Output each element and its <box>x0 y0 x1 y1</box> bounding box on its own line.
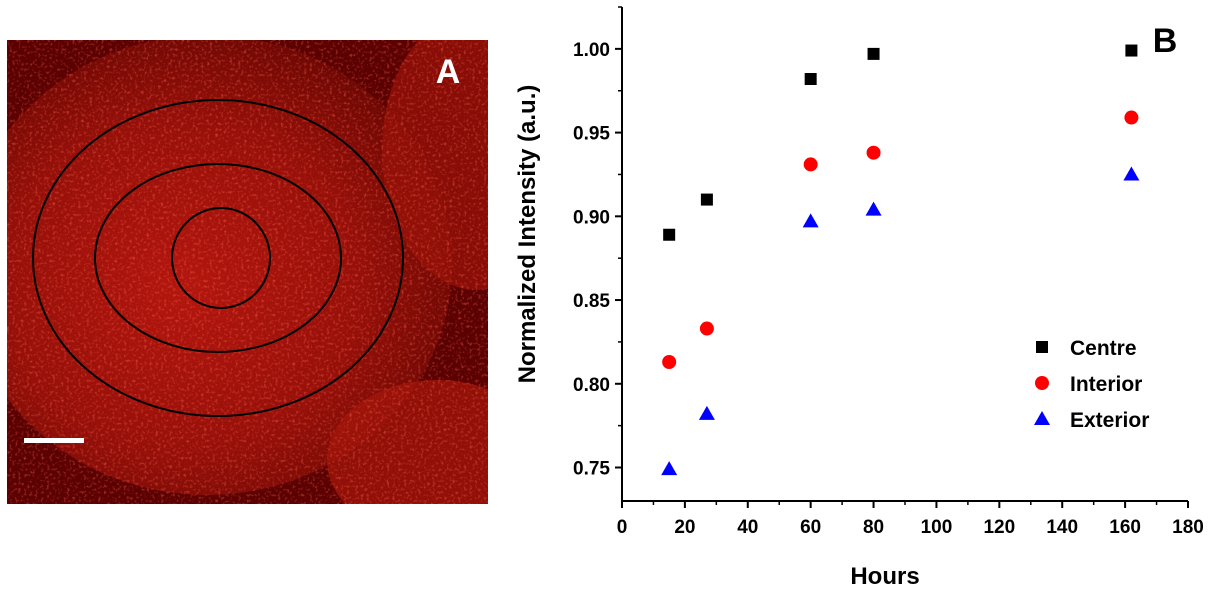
chart-axes: 0 20 40 60 80 100 120 140 160 180 0.75 0.80 0.85 0.90… <box>514 6 1204 590</box>
interior-point <box>866 145 881 160</box>
scatter-chart: 0 20 40 60 80 100 120 140 160 180 0.75 0.80 0.85 0.90… <box>514 6 1204 590</box>
exterior-point <box>661 461 678 476</box>
exterior-point <box>1123 166 1140 181</box>
x-tick-label: 120 <box>983 517 1015 538</box>
legend-label-interior: Interior <box>1070 373 1142 396</box>
y-tick-label: 0.85 <box>573 291 610 312</box>
middle-ring <box>94 163 342 353</box>
x-tick-label: 60 <box>800 517 821 538</box>
legend-marker-interior <box>1035 376 1049 390</box>
data-points <box>661 44 1140 476</box>
centre-point <box>867 47 880 60</box>
x-tick-label: 100 <box>921 517 953 538</box>
legend-marker-exterior <box>1034 411 1050 425</box>
legend-marker-centre <box>1036 341 1048 353</box>
centre-point <box>700 193 713 206</box>
x-tick-label: 180 <box>1172 517 1204 538</box>
x-tick-label: 20 <box>674 517 695 538</box>
x-axis-title: Hours <box>850 563 919 590</box>
x-tick-label: 80 <box>863 517 884 538</box>
panel-label-b: B <box>1153 22 1178 60</box>
x-tick-label: 40 <box>737 517 758 538</box>
x-tick-label: 140 <box>1046 517 1078 538</box>
centre-point <box>804 73 817 86</box>
y-tick-label: 0.95 <box>573 124 610 145</box>
fluorescence-speckle <box>7 40 488 504</box>
panel-label-a: A <box>436 53 461 91</box>
microscopy-image-panel: A <box>7 40 488 504</box>
legend-label-exterior: Exterior <box>1070 409 1149 432</box>
y-axis-title: Normalized Intensity (a.u.) <box>514 85 541 384</box>
y-tick-label: 0.80 <box>573 375 610 396</box>
scatter-chart-panel: 0 20 40 60 80 100 120 140 160 180 0.75 0.80 0.85 0.90… <box>505 0 1221 592</box>
chart-legend: Centre Interior Exterior <box>1034 337 1149 432</box>
y-tick-label: 0.90 <box>573 207 610 228</box>
x-tick-label: 0 <box>617 517 628 538</box>
x-tick-label: 160 <box>1109 517 1141 538</box>
exterior-point <box>802 213 819 228</box>
interior-point <box>803 157 818 172</box>
centre-point <box>1125 44 1138 57</box>
y-tick-label: 0.75 <box>573 459 610 480</box>
interior-point <box>1124 110 1139 125</box>
inner-ring <box>171 207 271 309</box>
exterior-point <box>698 405 715 420</box>
y-tick-label: 1.00 <box>573 40 610 61</box>
scale-bar <box>24 438 84 443</box>
outer-ring <box>32 99 404 417</box>
exterior-point <box>865 201 882 216</box>
centre-point <box>663 228 676 241</box>
legend-label-centre: Centre <box>1070 337 1137 360</box>
interior-point <box>662 355 677 370</box>
microscopy-image: A <box>7 40 488 504</box>
interior-point <box>699 321 714 336</box>
